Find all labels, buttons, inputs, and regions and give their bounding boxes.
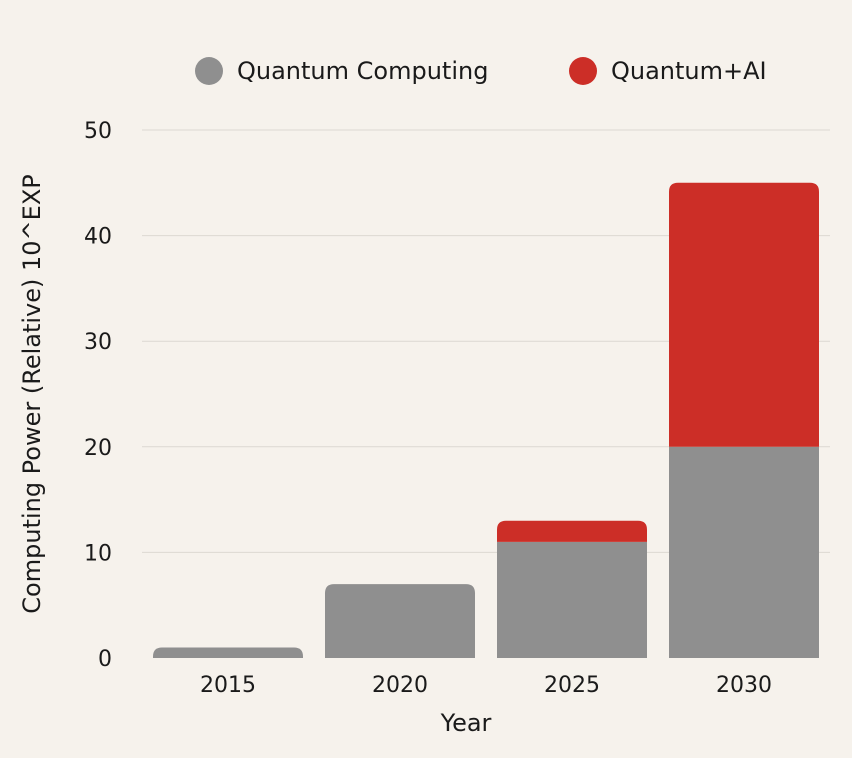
bar-quantum-computing-2030 <box>669 446 819 658</box>
legend-marker-quantum-ai <box>569 57 597 85</box>
bar-quantum-computing-2025 <box>497 541 647 658</box>
x-axis-ticks: 2015 2020 2025 2030 <box>200 673 772 698</box>
y-tick-label-10: 10 <box>84 541 112 566</box>
bars <box>153 182 819 658</box>
y-axis-title: Computing Power (Relative) 10^EXP <box>18 174 46 613</box>
y-axis-ticks: 0 10 20 30 40 50 <box>84 119 112 672</box>
legend-label-quantum-ai: Quantum+AI <box>611 57 767 85</box>
legend: Quantum Computing Quantum+AI <box>195 57 767 85</box>
legend-marker-quantum-computing <box>195 57 223 85</box>
y-tick-label-20: 20 <box>84 436 112 461</box>
bar-quantum-ai-2030 <box>669 182 819 447</box>
y-tick-label-0: 0 <box>98 647 112 672</box>
y-tick-label-40: 40 <box>84 225 112 250</box>
x-tick-label-2015: 2015 <box>200 673 256 698</box>
x-tick-label-2030: 2030 <box>716 673 772 698</box>
x-tick-label-2025: 2025 <box>544 673 600 698</box>
x-tick-label-2020: 2020 <box>372 673 428 698</box>
bar-quantum-computing-2020 <box>325 584 475 658</box>
bar-quantum-computing-2015 <box>153 647 303 658</box>
y-tick-label-50: 50 <box>84 119 112 144</box>
x-axis-title: Year <box>440 709 492 737</box>
legend-label-quantum-computing: Quantum Computing <box>237 57 488 85</box>
bar-quantum-ai-2025 <box>497 520 647 542</box>
y-tick-label-30: 30 <box>84 330 112 355</box>
